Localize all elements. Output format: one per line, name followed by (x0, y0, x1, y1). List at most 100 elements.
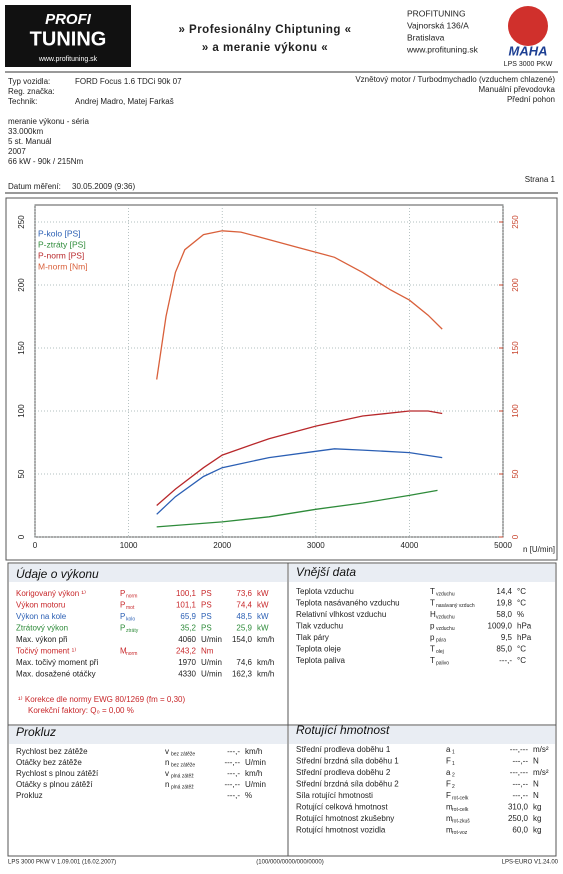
symbol: F (446, 791, 451, 800)
unit: PS (201, 624, 212, 633)
y-tick-label: 100 (17, 404, 26, 418)
unit: m/s² (533, 745, 549, 754)
row-label: Výkon motoru (16, 601, 65, 610)
unit: U/min (201, 635, 222, 644)
section-bar (9, 564, 287, 582)
value: 9,5 (501, 633, 513, 642)
unit: kW (257, 601, 269, 610)
y-tick-label: 0 (17, 534, 26, 539)
x-tick-label: 0 (33, 541, 38, 550)
unit: PS (201, 601, 212, 610)
symbol: T (430, 656, 435, 665)
slogan: » a meranie výkonu « (202, 42, 328, 54)
y-tick-label: 150 (17, 341, 26, 355)
row-label: Rotující hmotnost zkušebny (296, 814, 394, 823)
row-label: Max. výkon při (16, 635, 68, 644)
row-label: Otáčky bez zátěže (16, 758, 82, 767)
symbol-sub: norm (126, 593, 137, 599)
symbol-sub: 2 (452, 772, 455, 778)
symbol: T (430, 645, 435, 654)
unit: km/h (257, 658, 274, 667)
row-label: Síla rotující hmotnosti (296, 791, 373, 800)
x-tick-label: 2000 (213, 541, 231, 550)
engine-info: Manuální převodovka (479, 85, 556, 94)
value: ---,- (227, 747, 240, 756)
value: ---,- (227, 769, 240, 778)
symbol-sub: plná zátěž (171, 773, 194, 779)
value: 4330 (178, 670, 196, 679)
symbol: m (446, 803, 453, 812)
footnote: ¹⁾ Korekce dle normy EWG 80/1269 (fm = 0… (18, 695, 185, 704)
symbol-sub: olej (436, 649, 444, 655)
unit: U/min (245, 780, 266, 789)
row-label: Teplota vzduchu (296, 587, 354, 596)
footer: (100/000/0000/000/0000) (256, 860, 323, 866)
unit: Nm (201, 647, 214, 656)
unit: U/min (201, 658, 222, 667)
unit: N (533, 791, 539, 800)
value: 74,6 (236, 658, 252, 667)
unit: % (517, 610, 524, 619)
date: 30.05.2009 (9:36) (72, 182, 135, 191)
unit: kW (257, 612, 269, 621)
unit: °C (517, 656, 526, 665)
x-axis-label: n [U/min] (523, 545, 555, 554)
symbol: m (446, 814, 453, 823)
symbol: a (446, 768, 451, 777)
symbol: p (430, 633, 435, 642)
field-label: Reg. značka: (8, 87, 55, 96)
row-label: Ztrátový výkon (16, 624, 68, 633)
symbol: M (120, 647, 127, 656)
series-line (156, 230, 443, 380)
brand-logo (508, 6, 548, 46)
slogan: » Profesionálny Chiptuning « (178, 24, 351, 36)
note: 5 st. Manuál (8, 137, 52, 146)
logo-url: www.profituning.sk (38, 56, 98, 63)
value: 243,2 (176, 647, 197, 656)
row-label: Střední prodleva doběhu 1 (296, 745, 391, 754)
value: 100,1 (176, 589, 197, 598)
section-title: Prokluz (16, 725, 56, 739)
symbol: n (165, 780, 169, 789)
symbol-sub: rot-celk (452, 807, 469, 813)
logo-box (5, 5, 131, 67)
y2-tick-label: 0 (511, 534, 520, 539)
symbol-sub: rot-voz (452, 830, 468, 836)
y2-tick-label: 100 (511, 404, 520, 418)
symbol-sub: bez zátěže (171, 751, 195, 757)
footnote: Korekční faktory: Q₀ = 0,00 % (28, 706, 134, 715)
series-line (156, 448, 443, 515)
symbol: P (120, 589, 125, 598)
symbol: v (165, 769, 169, 778)
symbol: p (430, 622, 435, 631)
value: 310,0 (508, 803, 529, 812)
unit: kW (257, 624, 269, 633)
symbol-sub: plná zátěž (171, 784, 194, 790)
symbol: H (430, 610, 436, 619)
value: 35,2 (180, 624, 196, 633)
y2-tick-label: 150 (511, 341, 520, 355)
value: 85,0 (496, 645, 512, 654)
note: 2007 (8, 147, 26, 156)
x-tick-label: 3000 (307, 541, 325, 550)
address-line: Bratislava (407, 32, 445, 42)
legend-entry: P-kolo [PS] (38, 228, 81, 238)
x-tick-label: 1000 (120, 541, 138, 550)
unit: km/h (257, 635, 274, 644)
row-label: Rychlost bez zátěže (16, 747, 88, 756)
symbol-sub: kolo (126, 616, 135, 622)
unit: N (533, 780, 539, 789)
address-line: PROFITUNING (407, 8, 466, 18)
y2-tick-label: 250 (511, 215, 520, 229)
symbol-sub: rot-celk (452, 795, 469, 801)
symbol-sub: vzduchu (436, 614, 455, 620)
value: ---,- (499, 656, 512, 665)
row-label: Teplota nasávaného vzduchu (296, 599, 400, 608)
value: 1970 (178, 658, 196, 667)
value: ---,-- (512, 757, 528, 766)
symbol: T (430, 587, 435, 596)
value: 65,9 (180, 612, 196, 621)
engine-info: Vznětový motor / Turbodmychadlo (vzduche… (355, 75, 555, 84)
